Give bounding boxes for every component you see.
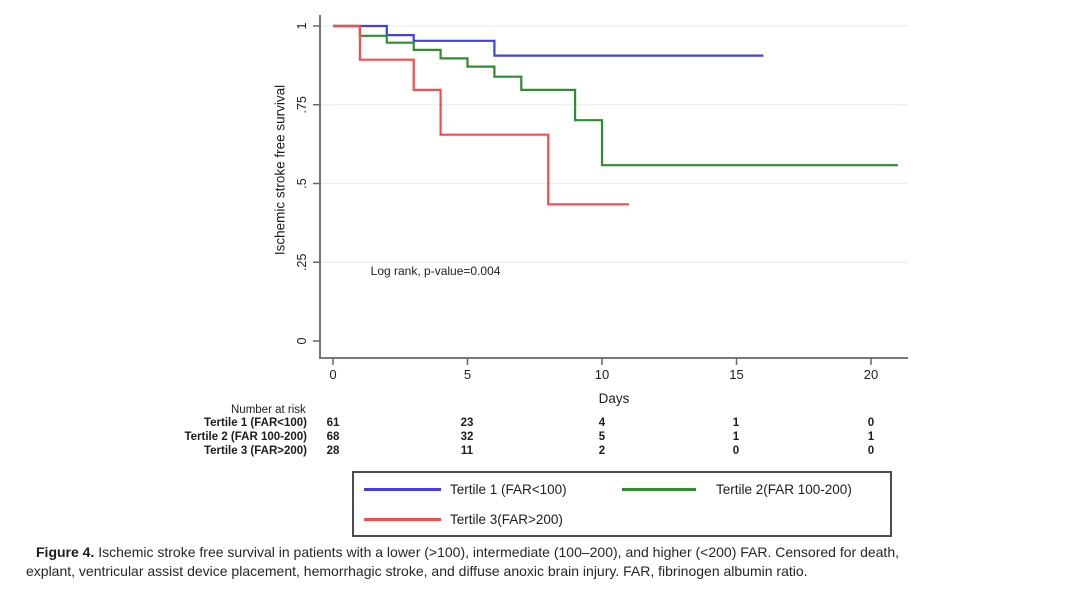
risk-count: 0 <box>867 417 875 429</box>
y-tick-label: 0 <box>295 337 309 344</box>
survival-curve-1 <box>333 24 764 57</box>
y-tick-label: .75 <box>295 96 309 113</box>
legend-line-swatch-tertile2 <box>622 488 696 491</box>
figure-caption: Figure 4. Ischemic stroke free survival … <box>26 543 1058 581</box>
caption-line1: Ischemic stroke free survival in patient… <box>98 544 899 560</box>
x-tick-label: 20 <box>864 367 878 382</box>
y-tick-label: .25 <box>295 254 309 271</box>
risk-count: 11 <box>460 445 474 457</box>
x-tick-label: 10 <box>595 367 609 382</box>
risk-count: 0 <box>732 445 740 457</box>
legend-label-tertile2: Tertile 2(FAR 100-200) <box>716 482 852 497</box>
legend-label-tertile3: Tertile 3(FAR>200) <box>450 512 563 527</box>
risk-table-title: Number at risk <box>231 404 306 416</box>
caption-line2: explant, ventricular assist device place… <box>26 563 808 579</box>
risk-count: 5 <box>598 431 606 443</box>
risk-count: 1 <box>732 417 740 429</box>
x-tick-label: 0 <box>329 367 336 382</box>
y-tick-label: 1 <box>295 22 309 29</box>
risk-count: 28 <box>326 445 340 457</box>
risk-count: 1 <box>867 431 875 443</box>
risk-count: 0 <box>867 445 875 457</box>
legend-label-tertile1: Tertile 1 (FAR<100) <box>450 482 567 497</box>
risk-count: 1 <box>732 431 740 443</box>
x-axis-title: Days <box>599 391 630 406</box>
legend-line-swatch-tertile1 <box>364 488 441 491</box>
x-tick-label: 5 <box>464 367 471 382</box>
risk-row-label: Tertile 2 (FAR 100-200) <box>184 431 307 443</box>
risk-count: 61 <box>326 417 340 429</box>
risk-count: 32 <box>460 431 474 443</box>
chart-legend: Tertile 1 (FAR<100) Tertile 2(FAR 100-20… <box>352 471 892 537</box>
risk-row-label: Tertile 1 (FAR<100) <box>203 417 307 429</box>
risk-count: 2 <box>598 445 606 457</box>
survival-curve-2 <box>333 24 898 167</box>
survival-curve-3 <box>333 24 629 206</box>
risk-count: 23 <box>460 417 474 429</box>
x-tick-label: 15 <box>729 367 743 382</box>
logrank-annotation: Log rank, p-value=0.004 <box>371 264 501 278</box>
risk-row-label: Tertile 3 (FAR>200) <box>203 445 307 457</box>
y-tick-label: .5 <box>295 178 309 188</box>
figure-label: Figure 4. <box>36 544 95 560</box>
legend-line-swatch-tertile3 <box>364 518 441 521</box>
y-axis-title: Ischemic stroke free survival <box>273 85 288 255</box>
risk-count: 4 <box>598 417 606 429</box>
risk-count: 68 <box>326 431 340 443</box>
